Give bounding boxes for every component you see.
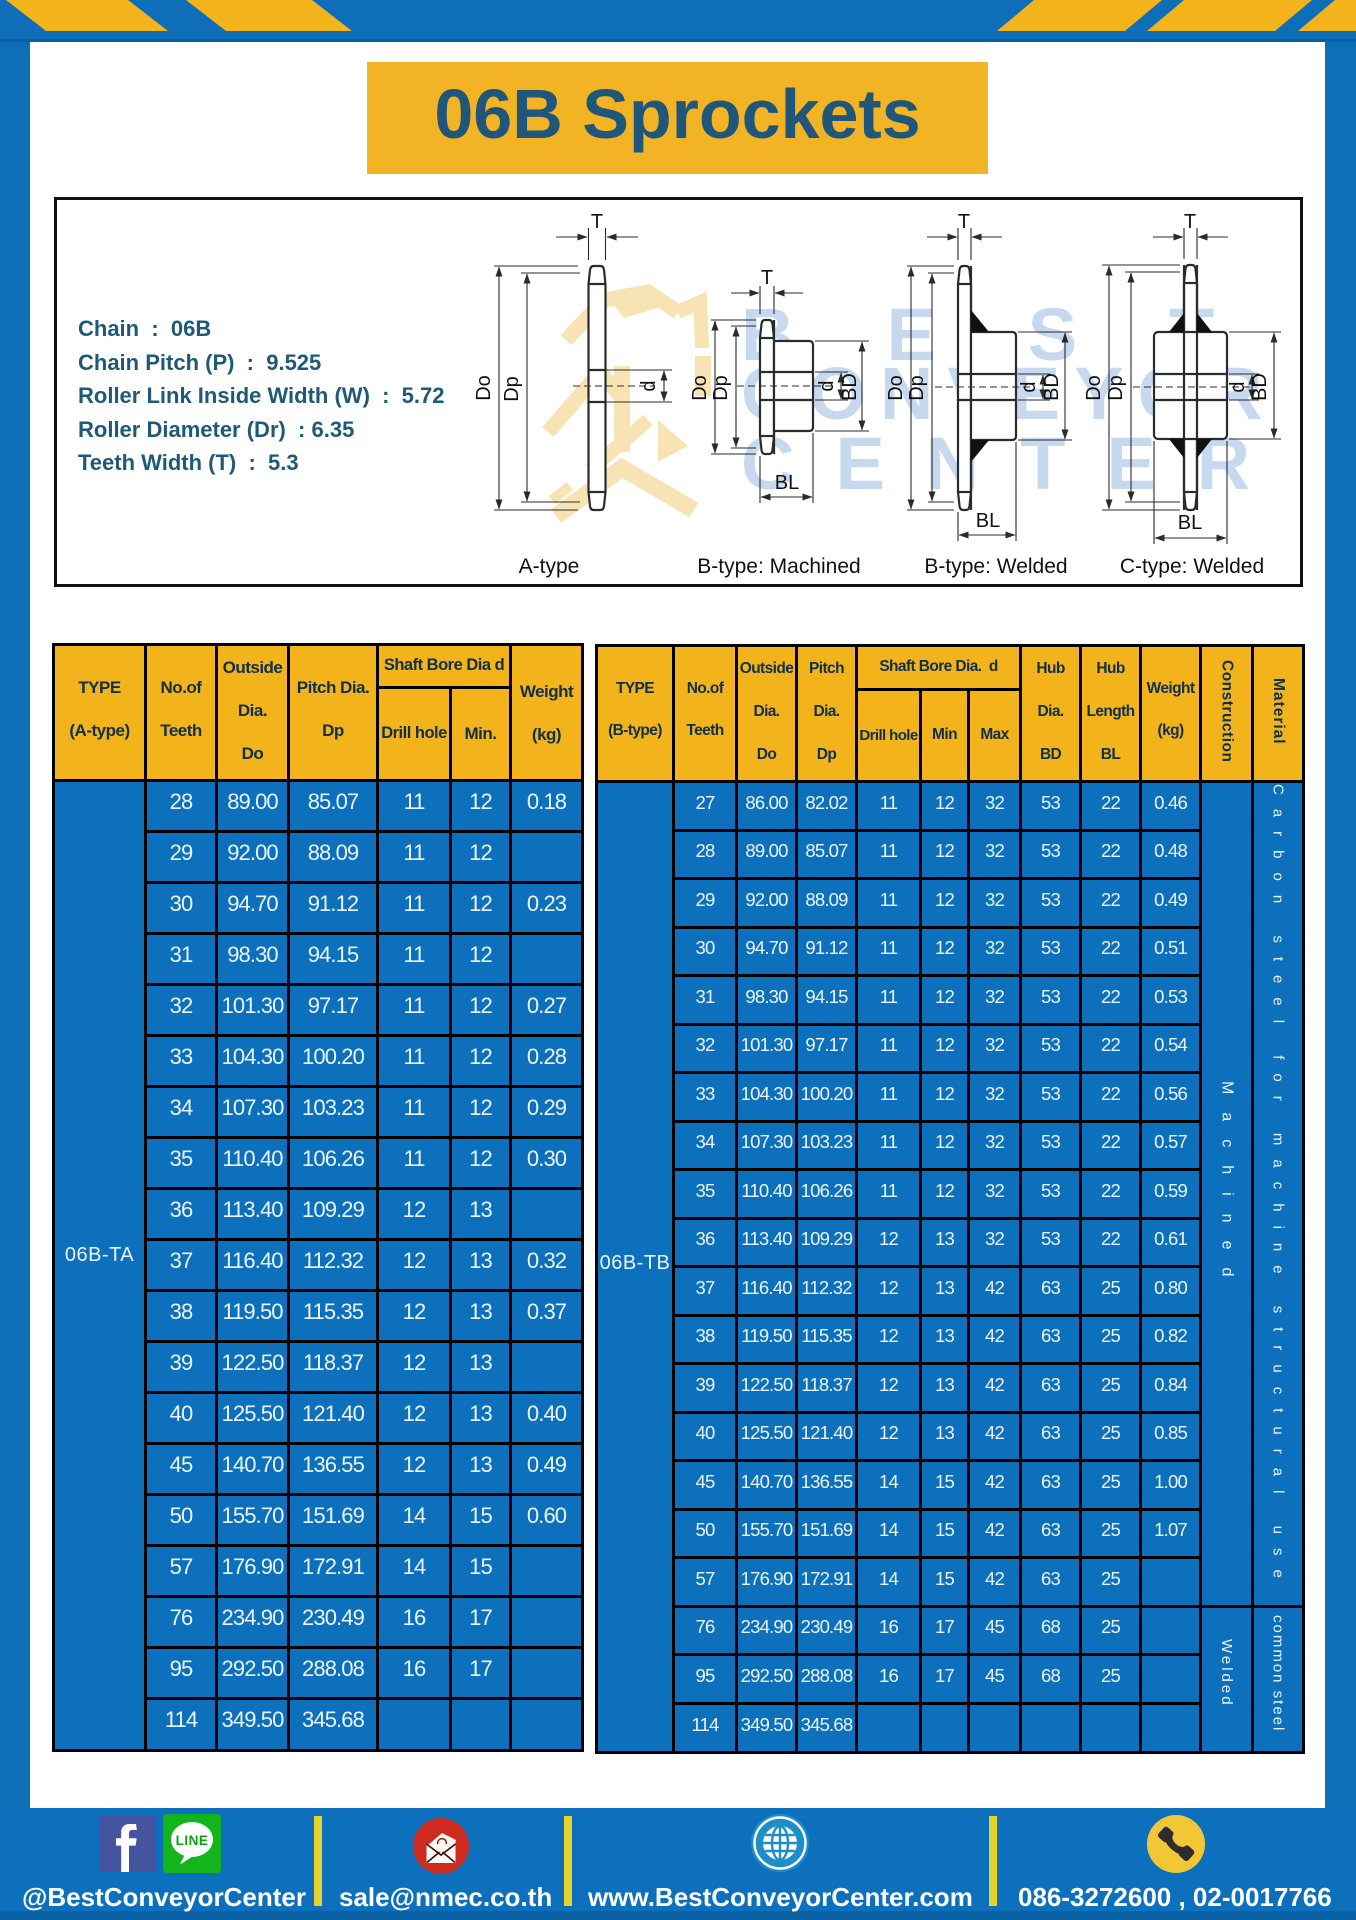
svg-text:Dp: Dp bbox=[710, 375, 732, 401]
svg-text:B-type: Machined: B-type: Machined bbox=[697, 555, 860, 578]
svg-text:d: d bbox=[1227, 381, 1249, 392]
svg-text:Dp: Dp bbox=[1105, 375, 1127, 401]
svg-text:B-type: Welded: B-type: Welded bbox=[924, 555, 1067, 578]
svg-text:T: T bbox=[1184, 211, 1196, 233]
svg-text:Dp: Dp bbox=[501, 376, 523, 402]
svg-text:T: T bbox=[761, 267, 773, 289]
svg-text:BD: BD bbox=[839, 373, 861, 401]
svg-text:BL: BL bbox=[1178, 512, 1202, 534]
svg-text:Dp: Dp bbox=[906, 375, 928, 401]
svg-text:A-type: A-type bbox=[519, 555, 580, 578]
svg-text:Do: Do bbox=[689, 375, 711, 401]
svg-text:Do: Do bbox=[1083, 375, 1105, 401]
svg-text:d: d bbox=[816, 380, 838, 391]
svg-text:BD: BD bbox=[1249, 373, 1271, 401]
svg-text:BD: BD bbox=[1041, 373, 1063, 401]
svg-text:C-type: Welded: C-type: Welded bbox=[1120, 555, 1264, 578]
svg-text:d: d bbox=[1018, 381, 1040, 392]
svg-text:LINE: LINE bbox=[176, 1833, 209, 1848]
svg-text:Do: Do bbox=[473, 375, 495, 401]
svg-text:d: d bbox=[638, 380, 660, 391]
svg-text:T: T bbox=[958, 211, 970, 233]
svg-text:BL: BL bbox=[775, 472, 799, 494]
svg-text:T: T bbox=[591, 211, 603, 233]
svg-text:Do: Do bbox=[885, 375, 907, 401]
svg-text:BL: BL bbox=[976, 510, 1000, 532]
